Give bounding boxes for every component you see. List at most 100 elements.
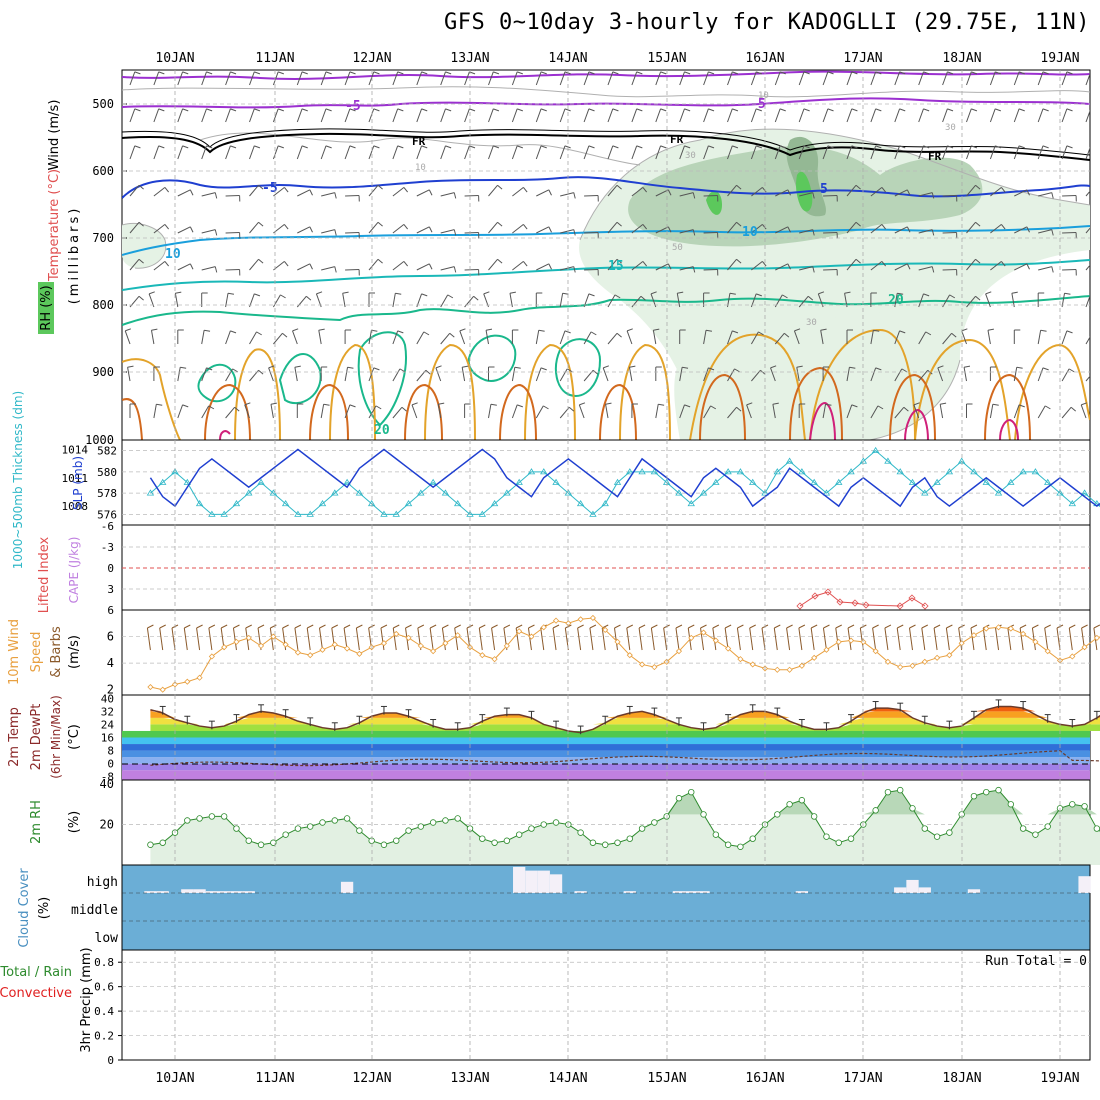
- wind-barb-flag: [497, 258, 503, 264]
- wind-barb-flag: [208, 405, 215, 410]
- date-label-bottom: 13JAN: [450, 1071, 489, 1086]
- rh-point: [147, 841, 154, 848]
- date-label-bottom: 18JAN: [942, 1071, 981, 1086]
- thickness-point: [404, 499, 413, 507]
- wind-barb: [177, 263, 191, 271]
- wind-barb-flag: [971, 145, 978, 149]
- thickness-point: [183, 478, 191, 485]
- wind-barb: [272, 294, 281, 308]
- wind-barb: [578, 404, 585, 419]
- wind-point: [675, 648, 683, 655]
- wind-barb-flag: [782, 294, 788, 299]
- wind-point: [393, 630, 400, 637]
- surface-wind-barb-flag: [614, 624, 621, 629]
- wind-barb: [1085, 146, 1090, 160]
- rh-point: [393, 837, 400, 844]
- wind-barb: [846, 108, 853, 123]
- wind-barb-flag: [548, 226, 552, 233]
- wind-barb: [177, 189, 191, 197]
- surface-wind-barb: [909, 627, 913, 651]
- label-slp: SLP (mb): [71, 456, 85, 510]
- wind-barb-flag: [1095, 370, 1100, 374]
- wind-barb-flag: [401, 406, 407, 412]
- surface-wind-barb-flag: [405, 624, 412, 629]
- wind-barb-flag: [189, 263, 194, 270]
- wind-point: [897, 664, 904, 671]
- wind-barb-flag: [1095, 259, 1100, 263]
- wind-barb: [894, 189, 908, 197]
- wind-barb: [1080, 404, 1087, 419]
- surface-wind-barb-flag: [491, 624, 498, 629]
- wind-barb: [727, 145, 733, 160]
- wind-point: [516, 628, 523, 635]
- wind-barb: [297, 226, 311, 234]
- wind-barb: [1061, 108, 1068, 123]
- wind-barb-flag: [377, 221, 383, 227]
- wind-barb-flag: [940, 402, 947, 405]
- wind-barb: [772, 404, 776, 419]
- wind-point: [577, 616, 584, 623]
- thickness-point: [441, 489, 450, 496]
- wind-barb-flag: [325, 145, 332, 149]
- wind-point: [1093, 634, 1100, 641]
- wind-point: [208, 653, 215, 660]
- surface-wind-barb-flag: [675, 624, 683, 629]
- wind-point: [884, 658, 891, 665]
- wind-barb-flag: [342, 291, 349, 294]
- wind-barb: [177, 108, 184, 123]
- slp-tick-label: 1008: [62, 500, 89, 513]
- wind-barb: [628, 367, 633, 382]
- wind-barb-flag: [947, 108, 954, 112]
- temp-tick-label: 16: [101, 732, 114, 745]
- wind-barb-flag: [762, 224, 767, 230]
- wind-tick-label: 2: [107, 683, 114, 697]
- wind-barb-flag: [653, 328, 660, 331]
- surface-wind-barb-flag: [909, 624, 916, 629]
- wind-point: [528, 633, 535, 640]
- wind-barb: [201, 145, 207, 160]
- wind-barb: [273, 332, 283, 345]
- surface-wind-barb-flag: [921, 624, 929, 629]
- wind-barb: [774, 108, 781, 123]
- wind-barb-flag: [636, 145, 643, 149]
- surface-wind-barb-flag: [810, 624, 818, 629]
- thickness-point: [638, 468, 646, 475]
- rh-label-30c: 30: [806, 318, 817, 328]
- label-temperature: Temperature (°C): [47, 169, 62, 282]
- wind-barb-flag: [736, 221, 742, 227]
- label-barbs: & Barbs: [49, 626, 64, 678]
- surface-wind-barb-flag: [1069, 624, 1076, 629]
- wind-barb-flag: [588, 108, 595, 112]
- wind-barb: [1014, 263, 1028, 271]
- label-2m-dewpt: 2m DewPt: [29, 704, 44, 771]
- wind-barb-flag: [138, 258, 144, 264]
- wind-barb-flag: [975, 295, 981, 301]
- thickness-point: [736, 468, 745, 475]
- date-label-top: 17JAN: [843, 51, 882, 66]
- date-label-bottom: 15JAN: [647, 1071, 686, 1086]
- wind-barb: [798, 108, 805, 123]
- rh-point: [909, 805, 916, 812]
- temp-contour-fr: [122, 132, 1090, 161]
- wind-barb: [583, 331, 592, 345]
- wind-point: [1044, 648, 1051, 655]
- wind-barb-flag: [189, 189, 194, 196]
- wind-barb: [1013, 145, 1020, 160]
- wind-point: [946, 652, 953, 659]
- thickness-point: [945, 468, 954, 475]
- wind-barb-flag: [278, 71, 284, 75]
- wind-barb: [990, 223, 1002, 234]
- wind-barb: [153, 404, 157, 419]
- surface-wind-barb: [306, 627, 311, 651]
- wind-barb: [1085, 227, 1090, 234]
- rh-point: [798, 797, 806, 804]
- wind-point: [811, 654, 818, 661]
- cloud-high-bar: [205, 891, 219, 893]
- wind-barb-flag: [851, 108, 858, 112]
- wind-barb-flag: [411, 402, 418, 406]
- surface-wind-barb: [601, 627, 606, 651]
- rh-point: [282, 831, 289, 838]
- wind-barb-flag: [588, 293, 595, 297]
- wind-barb-flag: [756, 293, 762, 297]
- wind-barb: [344, 367, 349, 382]
